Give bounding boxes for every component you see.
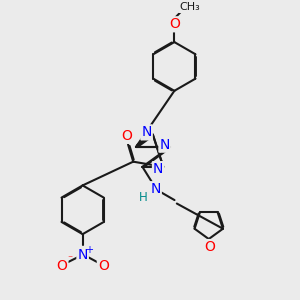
Text: O: O — [57, 259, 68, 273]
Text: O: O — [98, 259, 109, 273]
Text: N: N — [141, 125, 152, 140]
Text: N: N — [77, 248, 88, 262]
Text: N: N — [159, 138, 170, 152]
Text: N: N — [150, 182, 161, 196]
Text: O: O — [121, 129, 132, 143]
Text: CH₃: CH₃ — [179, 2, 200, 12]
Text: O: O — [169, 17, 180, 31]
Text: H: H — [139, 191, 148, 204]
Text: N: N — [153, 162, 163, 176]
Text: +: + — [85, 244, 93, 255]
Text: O: O — [204, 240, 215, 254]
Text: ⁻: ⁻ — [67, 254, 72, 264]
